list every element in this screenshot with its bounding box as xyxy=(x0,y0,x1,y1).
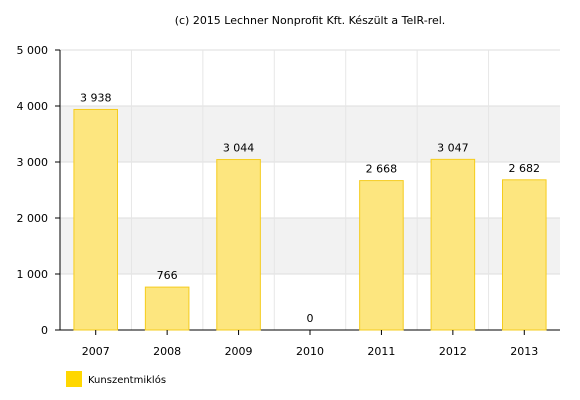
bar xyxy=(73,108,119,331)
x-tick-label: 2013 xyxy=(510,345,538,358)
y-tick-label: 4 000 xyxy=(17,100,49,113)
data-label: 3 044 xyxy=(223,142,255,155)
data-label: 2 682 xyxy=(509,162,541,175)
bar xyxy=(430,158,476,331)
data-label: 766 xyxy=(157,269,178,282)
data-label: 0 xyxy=(307,312,314,325)
legend: Kunszentmiklós xyxy=(66,371,166,387)
data-label: 3 047 xyxy=(437,141,469,154)
bar xyxy=(502,179,547,331)
chart-title: (c) 2015 Lechner Nonprofit Kft. Készült … xyxy=(175,14,446,27)
grid-band xyxy=(60,106,560,162)
y-tick-label: 2 000 xyxy=(17,212,49,225)
legend-label-kunszentmiklos: Kunszentmiklós xyxy=(88,374,166,386)
x-tick-label: 2008 xyxy=(153,345,181,358)
x-tick-label: 2009 xyxy=(225,345,253,358)
x-tick-label: 2011 xyxy=(367,345,395,358)
legend-swatch-kunszentmiklos xyxy=(66,371,82,387)
bar xyxy=(359,180,404,331)
y-tick-label: 1 000 xyxy=(17,268,49,281)
bar xyxy=(216,159,261,331)
x-tick-label: 2007 xyxy=(82,345,110,358)
y-tick-label: 0 xyxy=(41,324,48,337)
bar xyxy=(144,286,190,331)
y-tick-label: 5 000 xyxy=(17,44,49,57)
y-tick-label: 3 000 xyxy=(17,156,49,169)
data-label: 3 938 xyxy=(80,91,112,104)
x-tick-label: 2010 xyxy=(296,345,324,358)
data-label: 2 668 xyxy=(366,163,398,176)
grid-band xyxy=(60,218,560,274)
x-tick-label: 2012 xyxy=(439,345,467,358)
plot-area: 0 1 000 2 000 3 000 4 000 5 000 3 938 2007 766 20… xyxy=(17,44,560,358)
